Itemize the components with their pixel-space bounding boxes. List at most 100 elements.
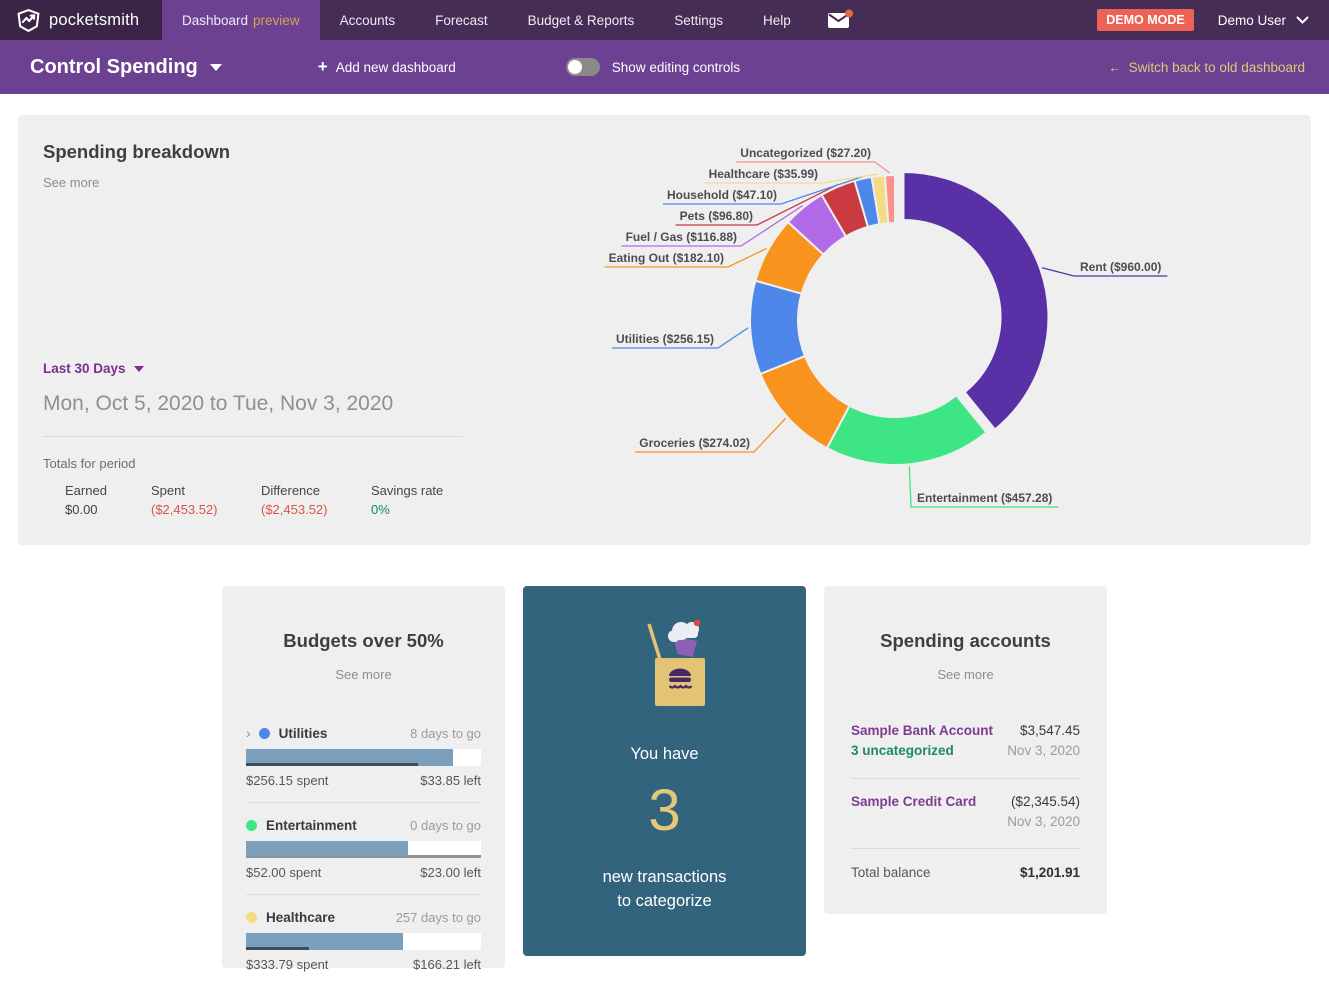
donut-slice-uncategorized[interactable] <box>883 173 896 225</box>
donut-label-healthcare: Healthcare ($35.99) <box>709 167 818 181</box>
nav-right-group: DEMO MODE Demo User <box>1097 0 1329 40</box>
divider <box>43 436 463 437</box>
period-label: Last 30 Days <box>43 361 126 376</box>
budget-spent: $52.00 spent <box>246 865 322 880</box>
pocketsmith-logo[interactable]: pocketsmith <box>0 0 162 40</box>
txn-line3-text: to categorize <box>617 891 712 910</box>
back-arrow-icon: ← <box>1108 59 1122 75</box>
dashboard-title: Control Spending <box>30 55 198 78</box>
budget-row-header: › Utilities 8 days to go <box>246 725 481 741</box>
txn-count: 3 <box>648 778 681 843</box>
budget-row-utilities[interactable]: › Utilities 8 days to go $256.15 spent $… <box>246 710 481 802</box>
see-more-link[interactable]: See more <box>335 667 392 682</box>
account-balance: ($2,345.54) <box>1010 793 1080 809</box>
category-dot-icon <box>246 912 257 923</box>
total-label: Savings rate <box>371 483 444 498</box>
total-col-savings-rate: Savings rate 0% <box>371 483 451 517</box>
card-title: Spending accounts <box>880 630 1051 651</box>
show-editing-controls-toggle[interactable]: Show editing controls <box>565 58 741 76</box>
see-more-link[interactable]: See more <box>937 667 994 682</box>
nav-tabs: Dashboard preview Accounts Forecast Budget &… <box>162 0 811 40</box>
budget-spent: $333.79 spent <box>246 957 329 972</box>
total-col-earned: Earned $0.00 <box>65 483 127 517</box>
total-value: ($2,453.52) <box>261 502 328 517</box>
nav-tab-settings[interactable]: Settings <box>654 0 743 40</box>
budget-progress-bar <box>246 749 481 766</box>
add-new-dashboard-button[interactable]: + Add new dashboard <box>318 57 456 77</box>
total-value: 0% <box>371 502 390 517</box>
card-title: Budgets over 50% <box>283 630 444 651</box>
account-rows: Sample Bank Account $3,547.45 3 uncatego… <box>851 708 1080 848</box>
budget-row-entertainment[interactable]: Entertainment 0 days to go $52.00 spent … <box>246 802 481 894</box>
total-value: $0.00 <box>65 502 98 517</box>
expand-chevron-icon[interactable]: › <box>246 725 251 741</box>
totals-row: Earned $0.00 Spent ($2,453.52) Difference … <box>65 483 475 517</box>
dashboard-toolbar: Control Spending + Add new dashboard Sho… <box>0 40 1329 94</box>
budget-elapsed-marker <box>246 947 310 950</box>
donut-label-eating-out: Eating Out ($182.10) <box>609 251 724 265</box>
budget-left: $23.00 left <box>420 865 481 880</box>
budget-spent: $256.15 spent <box>246 773 329 788</box>
donut-leader-line <box>604 247 767 268</box>
budget-progress-bar <box>246 933 481 950</box>
unread-badge-dot <box>844 9 853 18</box>
plus-icon: + <box>317 57 328 76</box>
new-transactions-card[interactable]: You have 3 new transactions to categoriz… <box>523 586 806 956</box>
nav-tab-help[interactable]: Help <box>743 0 811 40</box>
user-menu[interactable]: Demo User <box>1218 13 1309 28</box>
messages-icon[interactable] <box>811 0 869 40</box>
donut-slice-utilities[interactable] <box>749 279 807 376</box>
budget-row-footer: $333.79 spent $166.21 left <box>246 957 481 986</box>
budget-name: Utilities <box>278 725 328 741</box>
donut-leader-line <box>662 175 863 205</box>
donut-label-household: Household ($47.10) <box>667 188 777 202</box>
donut-leader-line <box>1041 267 1168 277</box>
pocketsmith-logo-icon <box>17 8 40 32</box>
dropdown-triangle-icon <box>133 365 144 372</box>
budget-progress-fill <box>246 841 409 858</box>
nav-tab-budget-reports[interactable]: Budget & Reports <box>508 0 655 40</box>
dropdown-triangle-icon <box>209 63 222 71</box>
see-more-link[interactable]: See more <box>43 175 100 190</box>
donut-leader-line <box>675 184 838 226</box>
budget-row-header: Entertainment 0 days to go <box>246 818 481 833</box>
budget-row-healthcare[interactable]: Healthcare 257 days to go $333.79 spent … <box>246 894 481 986</box>
dashboard-selector[interactable]: Control Spending <box>30 56 222 79</box>
toggle-switch[interactable] <box>565 58 600 76</box>
nav-tab-label: Dashboard <box>182 12 249 28</box>
donut-label-groceries: Groceries ($274.02) <box>639 436 750 450</box>
donut-label-uncategorized: Uncategorized ($27.20) <box>740 146 871 160</box>
txn-line1: You have <box>630 745 699 763</box>
nav-tab-label: Settings <box>674 12 723 28</box>
toggle-label: Show editing controls <box>611 59 741 75</box>
donut-leader-line <box>635 417 787 453</box>
period-selector[interactable]: Last 30 Days <box>43 361 144 376</box>
account-name-link[interactable]: Sample Bank Account <box>851 723 994 738</box>
donut-leader-line <box>908 466 1059 508</box>
chevron-down-icon <box>1296 16 1309 24</box>
donut-leader-line <box>736 161 891 174</box>
budget-progress-bar <box>246 841 481 858</box>
donut-slice-rent[interactable] <box>902 170 1050 431</box>
account-sub-line: 3 uncategorized Nov 3, 2020 <box>851 741 1080 761</box>
budget-name: Healthcare <box>266 910 336 925</box>
switch-back-link[interactable]: ← Switch back to old dashboard <box>1108 60 1305 75</box>
account-row-sample-bank-account: Sample Bank Account $3,547.45 3 uncatego… <box>851 708 1080 778</box>
nav-tab-forecast[interactable]: Forecast <box>415 0 508 40</box>
budget-days-left: 257 days to go <box>395 910 481 925</box>
brand-name: pocketsmith <box>49 10 140 29</box>
total-value: ($2,453.52) <box>151 502 218 517</box>
donut-leader-line <box>621 205 803 247</box>
nav-tab-accounts[interactable]: Accounts <box>320 0 416 40</box>
donut-slice-entertainment[interactable] <box>825 393 988 466</box>
uncategorized-count-link[interactable]: 3 uncategorized <box>851 743 954 759</box>
account-name-link[interactable]: Sample Credit Card <box>851 793 977 809</box>
account-row-sample-credit-card: Sample Credit Card ($2,345.54) Nov 3, 20… <box>851 777 1080 849</box>
nav-tab-dashboard[interactable]: Dashboard preview <box>162 0 320 40</box>
total-col-difference: Difference ($2,453.52) <box>261 483 347 517</box>
donut-label-rent: Rent ($960.00) <box>1080 260 1161 274</box>
demo-mode-badge: DEMO MODE <box>1097 9 1194 31</box>
donut-label-pets: Pets ($96.80) <box>680 209 753 223</box>
budget-progress-fill <box>246 933 404 950</box>
budget-left: $33.85 left <box>420 773 481 788</box>
